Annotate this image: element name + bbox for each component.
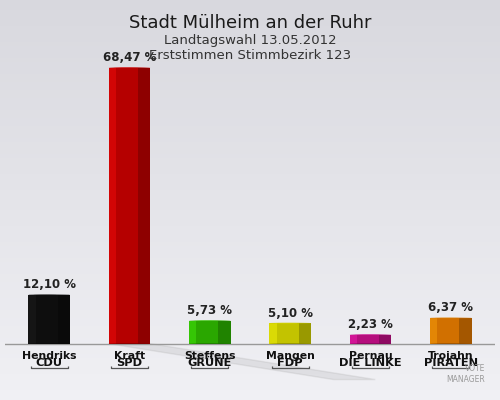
Text: 5,73 %: 5,73 % — [188, 304, 232, 317]
Text: PIRATEN: PIRATEN — [424, 358, 478, 368]
Text: 68,47 %: 68,47 % — [103, 51, 156, 64]
Text: SPD: SPD — [116, 358, 142, 368]
Bar — [189, 320, 196, 344]
Ellipse shape — [350, 343, 392, 344]
Text: Erststimmen Stimmbezirk 123: Erststimmen Stimmbezirk 123 — [149, 49, 351, 62]
Bar — [350, 335, 357, 344]
Bar — [58, 295, 70, 344]
Text: FDP: FDP — [278, 358, 303, 368]
Bar — [270, 323, 277, 344]
Bar — [108, 68, 150, 344]
Text: Trojahn: Trojahn — [428, 351, 474, 361]
Bar — [218, 320, 230, 344]
Bar — [28, 295, 70, 344]
Text: Stadt Mülheim an der Ruhr: Stadt Mülheim an der Ruhr — [129, 14, 371, 32]
Ellipse shape — [28, 294, 70, 295]
Text: VOTE
MANAGER: VOTE MANAGER — [446, 364, 485, 384]
Text: 6,37 %: 6,37 % — [428, 302, 474, 314]
Ellipse shape — [189, 343, 230, 344]
Ellipse shape — [108, 67, 150, 68]
Text: Mangen: Mangen — [266, 351, 314, 361]
Bar — [138, 68, 150, 344]
Text: DIE LINKE: DIE LINKE — [339, 358, 402, 368]
Bar — [270, 323, 311, 344]
Text: CDU: CDU — [36, 358, 62, 368]
Ellipse shape — [270, 323, 311, 324]
Ellipse shape — [350, 334, 392, 335]
Ellipse shape — [189, 320, 230, 321]
Bar — [108, 68, 116, 344]
Bar — [430, 318, 472, 344]
Text: 12,10 %: 12,10 % — [22, 278, 76, 291]
Ellipse shape — [430, 343, 472, 344]
Text: GRÜNE: GRÜNE — [188, 358, 232, 368]
Text: Hendriks: Hendriks — [22, 351, 76, 361]
Text: Pernau: Pernau — [348, 351, 393, 361]
Bar — [350, 335, 392, 344]
Bar — [459, 318, 471, 344]
Bar — [379, 335, 392, 344]
Text: Kraft: Kraft — [114, 351, 145, 361]
Text: Landtagswahl 13.05.2012: Landtagswahl 13.05.2012 — [164, 34, 336, 47]
Bar — [28, 295, 36, 344]
Text: 5,10 %: 5,10 % — [268, 306, 312, 320]
Bar — [430, 318, 438, 344]
Bar — [298, 323, 311, 344]
Ellipse shape — [28, 343, 70, 344]
Text: 2,23 %: 2,23 % — [348, 318, 393, 331]
Text: Steffens: Steffens — [184, 351, 236, 361]
Polygon shape — [108, 344, 376, 380]
Ellipse shape — [108, 343, 150, 344]
Bar — [189, 320, 230, 344]
Ellipse shape — [270, 343, 311, 344]
